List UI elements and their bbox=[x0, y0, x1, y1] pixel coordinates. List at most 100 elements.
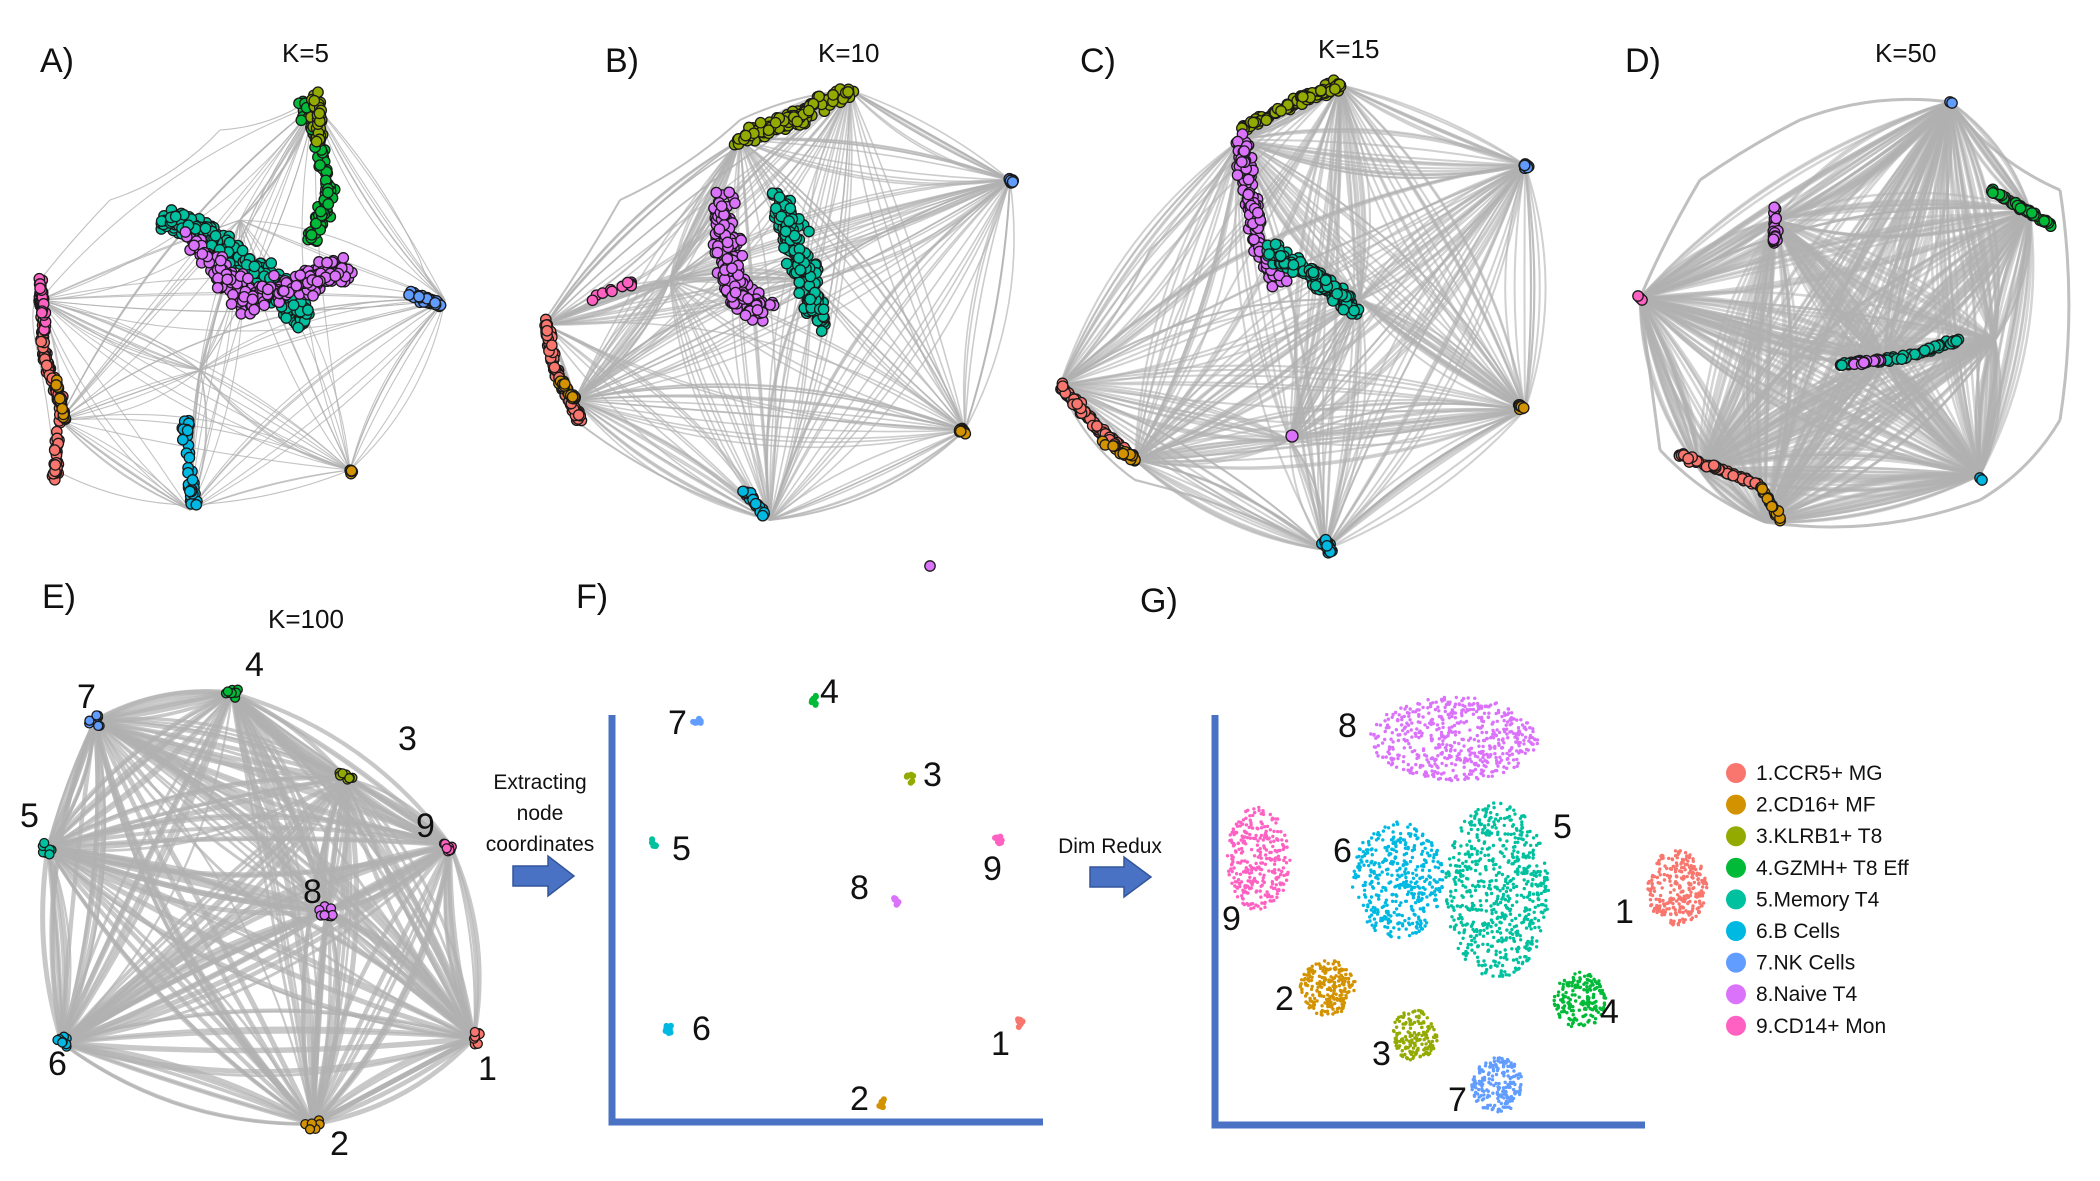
extract-arrow: Extracting node coordinates bbox=[486, 771, 594, 898]
umap-point bbox=[1658, 867, 1662, 871]
cell-point bbox=[1517, 402, 1530, 414]
cell-point bbox=[246, 293, 259, 306]
umap-point bbox=[1705, 885, 1709, 890]
node-number: 5 bbox=[20, 797, 39, 835]
extract-arrow-label-2: node bbox=[517, 802, 564, 825]
cell-point bbox=[794, 264, 807, 276]
umap-point bbox=[1689, 912, 1693, 916]
cell-point bbox=[280, 312, 293, 324]
cell-point bbox=[1765, 500, 1778, 513]
umap-point bbox=[1704, 882, 1709, 886]
cell-point bbox=[784, 202, 797, 215]
cell-point bbox=[1918, 344, 1931, 357]
graph-edge bbox=[314, 104, 446, 301]
cell-point bbox=[35, 335, 48, 348]
cell-point bbox=[56, 402, 69, 415]
umap-point bbox=[1669, 883, 1673, 888]
cell-point bbox=[773, 191, 786, 204]
cell-point bbox=[2038, 215, 2051, 227]
panel-a-letter: A) bbox=[40, 42, 74, 80]
cell-point bbox=[742, 292, 754, 305]
graph-edge bbox=[59, 299, 446, 421]
graph-edge bbox=[199, 104, 316, 371]
cell-point bbox=[1329, 83, 1341, 95]
node-number: 2 bbox=[330, 1125, 349, 1163]
cell-point bbox=[729, 286, 742, 299]
cell-point bbox=[1315, 84, 1327, 97]
umap-point bbox=[1685, 854, 1689, 858]
cell-point bbox=[50, 379, 63, 391]
cell-point bbox=[954, 425, 967, 438]
panel-b: B) K=10 bbox=[539, 38, 1020, 572]
cell-point bbox=[710, 186, 723, 199]
cell-point bbox=[222, 686, 233, 697]
cell-point bbox=[779, 225, 792, 238]
panel-d: D) K=50 bbox=[1625, 38, 2071, 529]
cell-point bbox=[337, 252, 350, 264]
cell-point bbox=[262, 283, 274, 296]
cell-point bbox=[1056, 380, 1069, 393]
cell-point bbox=[302, 304, 314, 316]
cell-point bbox=[1091, 420, 1103, 432]
cell-point bbox=[783, 215, 795, 227]
cell-point bbox=[548, 361, 561, 374]
cell-point bbox=[1727, 469, 1740, 482]
graph-edge bbox=[59, 369, 201, 421]
graph-edge bbox=[189, 469, 351, 511]
cell-point bbox=[739, 309, 752, 322]
cell-point bbox=[793, 252, 805, 264]
cell-point bbox=[93, 720, 104, 732]
node-point bbox=[904, 772, 911, 779]
umap-point bbox=[1678, 869, 1682, 873]
cell-point bbox=[2014, 202, 2027, 215]
cell-point bbox=[827, 89, 839, 101]
umap-point bbox=[1660, 886, 1664, 890]
cell-point bbox=[1682, 452, 1695, 465]
umap-point bbox=[1652, 889, 1657, 893]
cell-point bbox=[1247, 116, 1260, 129]
cell-point bbox=[186, 474, 199, 486]
cell-point bbox=[314, 159, 326, 171]
cell-point bbox=[258, 299, 271, 312]
cell-point bbox=[277, 285, 290, 297]
panel-e-title: K=100 bbox=[268, 604, 344, 634]
cell-point bbox=[2026, 207, 2038, 219]
cell-point bbox=[304, 1124, 316, 1135]
cell-point bbox=[1260, 114, 1273, 127]
node-number: 6 bbox=[692, 1010, 711, 1048]
cell-point bbox=[545, 339, 558, 352]
cell-point bbox=[1263, 248, 1275, 260]
cell-point bbox=[1337, 303, 1350, 316]
cell-point bbox=[541, 324, 553, 337]
cell-point bbox=[287, 299, 300, 311]
node-number: 1 bbox=[478, 1050, 497, 1088]
cell-point bbox=[804, 293, 817, 306]
panel-c-letter: C) bbox=[1080, 42, 1116, 80]
graph-edge bbox=[189, 469, 351, 511]
panel-a: A) K=5 bbox=[32, 38, 447, 511]
graph-edge bbox=[59, 419, 191, 511]
cells-g bbox=[1225, 695, 1709, 1114]
umap-point bbox=[1694, 867, 1698, 872]
node-number: 8 bbox=[850, 869, 869, 907]
cell-point bbox=[756, 509, 769, 522]
node-number: 8 bbox=[303, 873, 322, 911]
cell-point bbox=[721, 252, 734, 265]
graph-edge bbox=[189, 469, 351, 506]
graph-edge bbox=[239, 219, 351, 471]
cell-point bbox=[294, 269, 307, 282]
cell-point bbox=[793, 287, 806, 299]
cell-point bbox=[606, 285, 618, 298]
node-number: 3 bbox=[398, 720, 417, 758]
umap-point bbox=[1673, 854, 1678, 858]
node-point bbox=[663, 1022, 670, 1029]
cell-point bbox=[214, 254, 227, 267]
cell-point bbox=[729, 197, 741, 210]
cell-point bbox=[735, 234, 747, 247]
graph-edge bbox=[39, 299, 201, 371]
umap-point bbox=[1671, 897, 1676, 901]
umap-point bbox=[1694, 914, 1698, 918]
extract-arrow-shape bbox=[512, 854, 576, 898]
umap-point bbox=[1672, 888, 1676, 892]
